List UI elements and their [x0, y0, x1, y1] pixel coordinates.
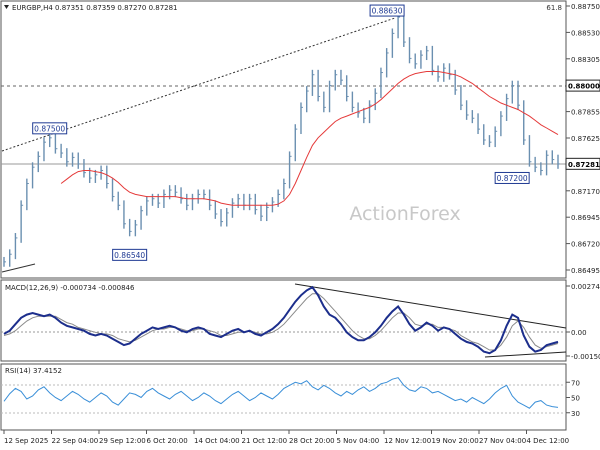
price-annotation-box	[369, 4, 405, 17]
price-axis-label: 0.87170	[571, 188, 600, 196]
price-panel	[0, 0, 567, 279]
time-axis: 12 Sep 2025 22 Sep 04:00 29 Sep 12:00 6 Oct…	[3, 430, 570, 445]
price-axis: 0.887500.885300.883050.880750.878550.876…	[565, 3, 600, 275]
collapse-triangle-icon[interactable]	[4, 5, 9, 9]
macd-signal-line	[3, 293, 559, 351]
rsi-axis-label: 70	[571, 379, 580, 387]
time-axis-label: 27 Nov 04:00	[479, 437, 526, 445]
price-annotation-label: 0.86540	[114, 251, 145, 260]
price-annotation-label: 0.88630	[372, 7, 403, 16]
rsi-line	[3, 377, 559, 409]
watermark: ActionForex	[349, 203, 460, 225]
symbol-title: EURGBP,H4 0.87351 0.87359 0.87270 0.8728…	[12, 4, 178, 12]
price-axis-label: 0.88530	[571, 29, 600, 37]
price-annotation-box	[112, 248, 148, 261]
time-axis-label: 19 Nov 20:00	[432, 437, 479, 445]
rsi-panel	[0, 363, 567, 431]
trendline-upper	[1, 17, 396, 152]
rsi-axis-label: 30	[571, 410, 580, 418]
time-axis-label: 12 Nov 12:00	[384, 437, 431, 445]
macd-panel	[0, 279, 567, 362]
time-axis-label: 22 Sep 04:00	[52, 437, 99, 445]
price-bars	[3, 12, 560, 267]
time-axis-label: 6 Oct 20:00	[147, 437, 188, 445]
time-axis-label: 14 Oct 04:00	[194, 437, 240, 445]
price-annotations: 0.88630 0.87500 0.86540 0.87200	[32, 4, 530, 261]
corner-label: 61.8	[546, 4, 562, 12]
time-axis-label: 12 Sep 2025	[4, 437, 48, 445]
macd-axis: 0.00274 0.00 -0.001505	[566, 283, 600, 361]
time-axis-label: 21 Oct 12:00	[242, 437, 288, 445]
price-annotation-label: 0.87500	[34, 124, 65, 133]
rsi-axis: 70 50 30	[566, 379, 580, 418]
axis-price-tag	[565, 79, 600, 92]
time-axis-label: 5 Nov 04:00	[337, 437, 380, 445]
trendline-lower	[1, 263, 36, 273]
price-axis-label: 0.86495	[571, 267, 600, 275]
price-annotation-box	[32, 122, 68, 135]
price-axis-label: 0.88750	[571, 3, 600, 11]
price-axis-label: 0.87855	[571, 109, 600, 117]
macd-axis-label: 0.00	[571, 329, 587, 337]
rsi-axis-label: 50	[571, 395, 580, 403]
macd-title: MACD(12,26,9) -0.000734 -0.000846	[5, 284, 135, 292]
ma-line	[60, 71, 559, 206]
macd-trendline-upper	[294, 283, 567, 329]
price-axis-label: 0.87625	[571, 135, 600, 143]
time-axis-label: 29 Sep 12:00	[99, 437, 146, 445]
axis-price-tag-label: 0.87281	[568, 161, 600, 169]
macd-axis-label: -0.001505	[571, 353, 600, 361]
macd-trendline-lower	[484, 351, 567, 358]
price-axis-label: 0.86945	[571, 214, 600, 222]
time-axis-label: 4 Dec 12:00	[527, 437, 570, 445]
axis-price-tag-label: 0.88000	[568, 83, 600, 91]
time-axis-label: 28 Oct 20:00	[289, 437, 335, 445]
axis-price-tag	[565, 157, 600, 170]
price-annotation-label: 0.87200	[497, 174, 528, 183]
macd-line	[3, 285, 559, 355]
rsi-title: RSI(14) 37.4152	[5, 367, 62, 375]
price-axis-label: 0.86720	[571, 241, 600, 249]
macd-axis-label: 0.00274	[571, 283, 600, 291]
price-annotation-box	[494, 171, 530, 184]
price-axis-label: 0.88305	[571, 56, 600, 64]
